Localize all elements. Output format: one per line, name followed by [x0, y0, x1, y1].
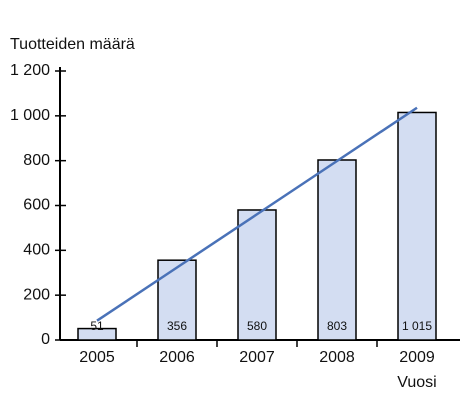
value-label: 1 015: [402, 319, 432, 333]
y-tick-label: 600: [23, 197, 50, 214]
bar: [77, 327, 117, 341]
x-tick-label: 2007: [239, 349, 275, 366]
x-tick-label: 2008: [319, 349, 355, 366]
bar: [237, 209, 277, 341]
value-label: 356: [167, 319, 187, 333]
y-tick-label: 0: [41, 331, 50, 348]
bar: [157, 259, 197, 341]
value-label: 580: [247, 319, 267, 333]
bar: [397, 111, 437, 341]
y-tick-label: 1 200: [10, 62, 50, 79]
x-axis-label: Vuosi: [397, 374, 436, 391]
bar: [317, 159, 357, 341]
y-tick-label: 1 000: [10, 107, 50, 124]
x-tick-label: 2005: [79, 349, 115, 366]
y-tick-label: 200: [23, 286, 50, 303]
value-label: 803: [327, 319, 347, 333]
y-tick-label: 400: [23, 242, 50, 259]
trend-line: [96, 106, 418, 322]
value-label: 51: [90, 319, 104, 333]
y-tick-label: 800: [23, 152, 50, 169]
x-tick-label: 2006: [159, 349, 195, 366]
axis-title: Tuotteiden määrä: [10, 36, 135, 53]
x-tick-label: 2009: [399, 349, 435, 366]
